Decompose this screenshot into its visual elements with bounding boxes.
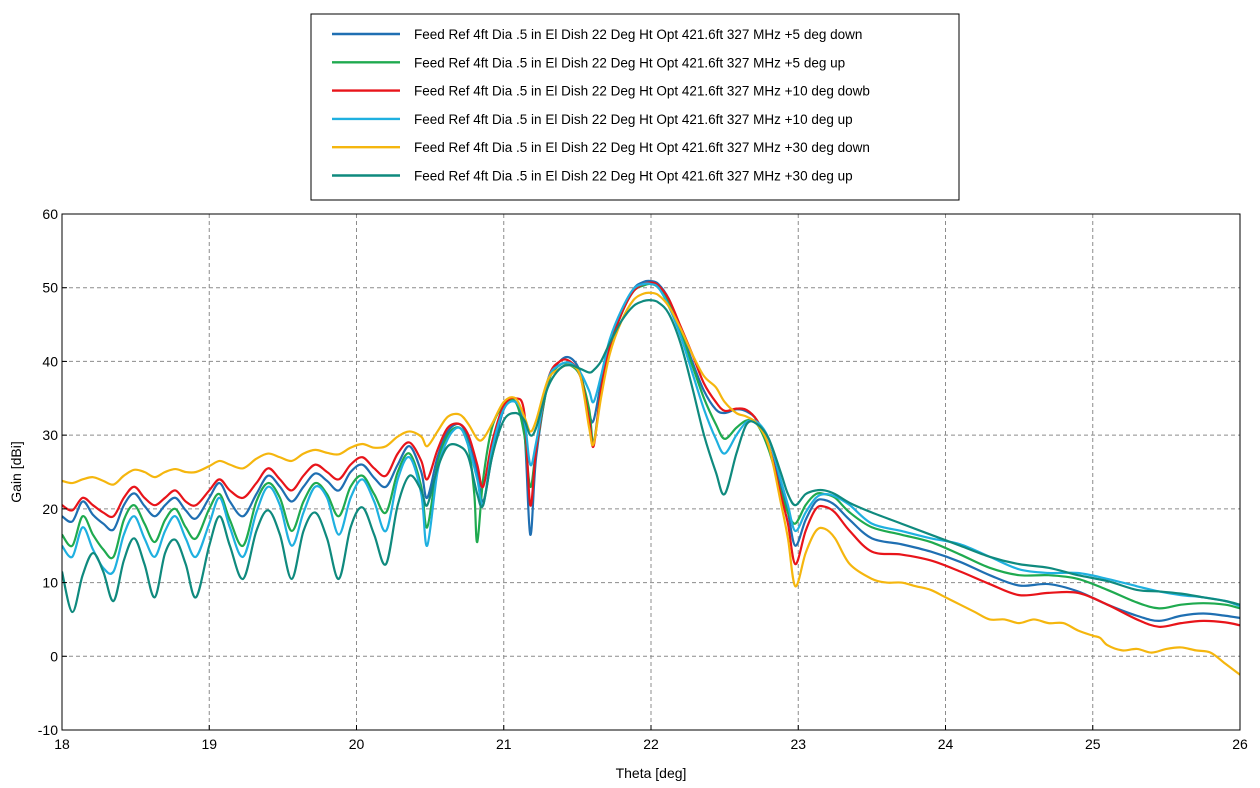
- x-tick-label: 23: [790, 736, 806, 752]
- legend-label: Feed Ref 4ft Dia .5 in El Dish 22 Deg Ht…: [414, 140, 870, 155]
- series-line-1: [62, 279, 1240, 622]
- x-tick-label: 21: [496, 736, 512, 752]
- series-line-6: [62, 299, 1240, 614]
- legend-box: [310, 13, 960, 201]
- legend-label: Feed Ref 4ft Dia .5 in El Dish 22 Deg Ht…: [414, 55, 845, 70]
- y-tick-label: 10: [42, 575, 58, 591]
- x-tick-label: 20: [349, 736, 365, 752]
- series-line-5: [62, 291, 1240, 676]
- y-tick-label: 60: [42, 206, 58, 222]
- grid: [62, 214, 1240, 730]
- y-tick-label: 50: [42, 280, 58, 296]
- tick-labels: 18 19 20 21 22 23 24 25 26 -10 0 10 20 30 40 50 60: [38, 206, 1248, 752]
- x-tick-label: 19: [201, 736, 217, 752]
- x-axis-title: Theta [deg]: [616, 765, 687, 781]
- legend-label: Feed Ref 4ft Dia .5 in El Dish 22 Deg Ht…: [414, 112, 853, 127]
- y-tick-label: 40: [42, 353, 58, 369]
- x-tick-label: 26: [1232, 736, 1248, 752]
- legend-label: Feed Ref 4ft Dia .5 in El Dish 22 Deg Ht…: [414, 169, 853, 184]
- y-tick-label: 30: [42, 427, 58, 443]
- legend: Feed Ref 4ft Dia .5 in El Dish 22 Deg Ht…: [310, 13, 960, 201]
- x-tick-label: 25: [1085, 736, 1101, 752]
- legend-label: Feed Ref 4ft Dia .5 in El Dish 22 Deg Ht…: [414, 27, 862, 42]
- x-tick-label: 24: [938, 736, 954, 752]
- y-tick-label: -10: [38, 722, 58, 738]
- series-layer: [62, 279, 1240, 676]
- x-tick-label: 18: [54, 736, 70, 752]
- y-tick-label: 20: [42, 501, 58, 517]
- y-axis-title: Gain [dBi]: [8, 441, 24, 502]
- x-tick-label: 22: [643, 736, 659, 752]
- y-tick-label: 0: [50, 648, 58, 664]
- legend-label: Feed Ref 4ft Dia .5 in El Dish 22 Deg Ht…: [414, 84, 870, 99]
